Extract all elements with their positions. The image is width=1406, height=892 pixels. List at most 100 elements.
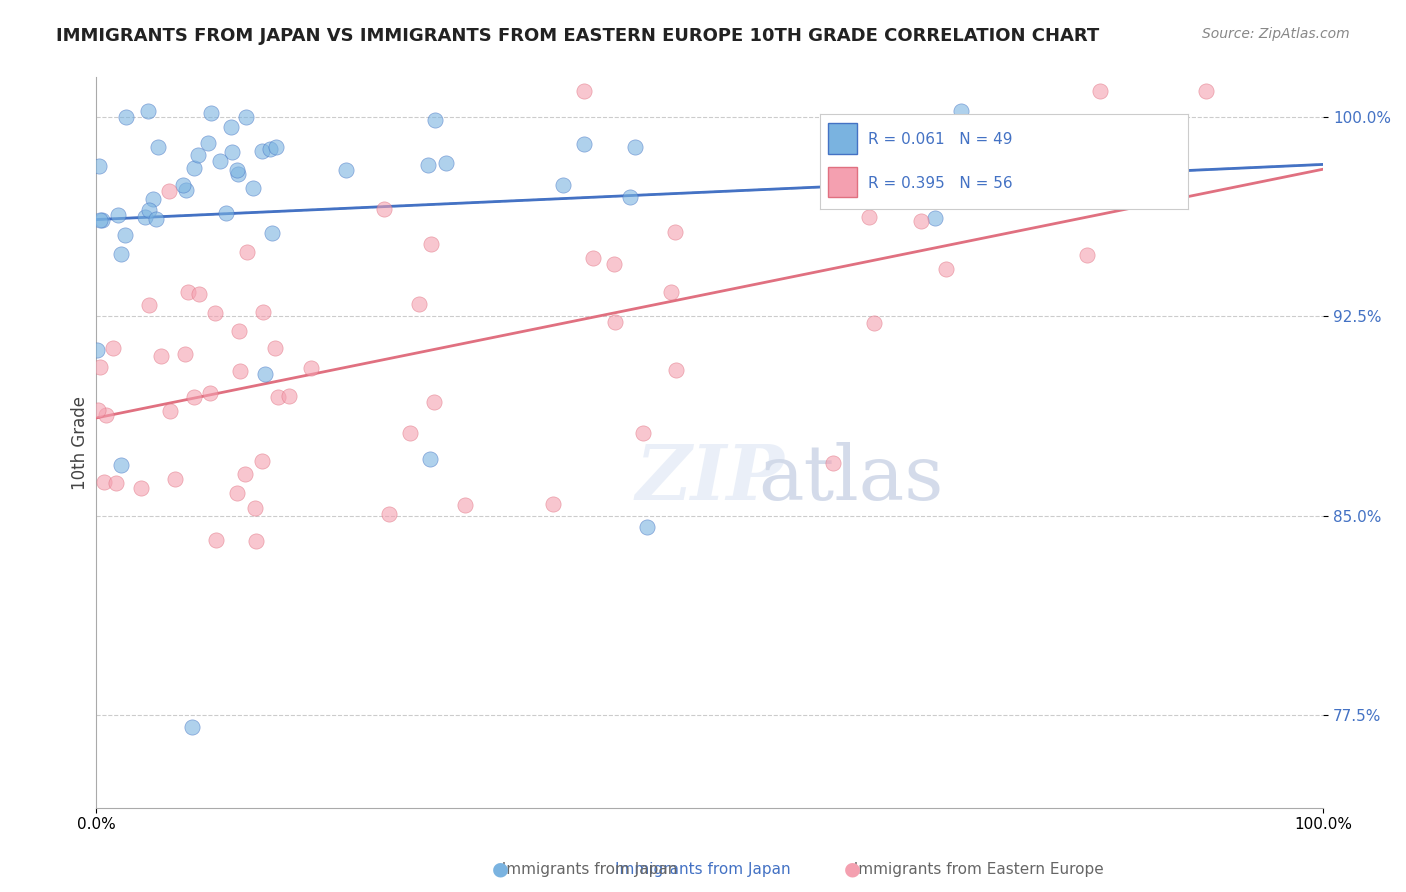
Point bbox=[204, 533, 226, 547]
Text: ●: ● bbox=[844, 859, 860, 878]
Point bbox=[264, 341, 287, 355]
Point bbox=[821, 456, 844, 470]
Point bbox=[259, 143, 281, 157]
Point bbox=[264, 140, 287, 154]
Point bbox=[114, 110, 136, 124]
Text: atlas: atlas bbox=[758, 442, 943, 516]
Point bbox=[250, 145, 273, 159]
Point bbox=[1076, 248, 1098, 262]
Point bbox=[924, 211, 946, 225]
Point bbox=[91, 213, 114, 227]
Point bbox=[146, 140, 169, 154]
Point bbox=[214, 206, 236, 220]
Point bbox=[200, 106, 222, 120]
Point bbox=[378, 507, 401, 521]
Point bbox=[1195, 84, 1218, 98]
Point bbox=[551, 178, 574, 193]
Point bbox=[252, 305, 274, 319]
Point bbox=[176, 285, 198, 299]
Text: Source: ZipAtlas.com: Source: ZipAtlas.com bbox=[1202, 27, 1350, 41]
Point bbox=[572, 136, 595, 151]
Point bbox=[183, 161, 205, 176]
Point bbox=[198, 386, 221, 401]
Point bbox=[419, 236, 441, 251]
Point bbox=[110, 247, 132, 261]
Text: ●: ● bbox=[492, 859, 509, 878]
Point bbox=[142, 192, 165, 206]
Text: IMMIGRANTS FROM JAPAN VS IMMIGRANTS FROM EASTERN EUROPE 10TH GRADE CORRELATION C: IMMIGRANTS FROM JAPAN VS IMMIGRANTS FROM… bbox=[56, 27, 1099, 45]
Y-axis label: 10th Grade: 10th Grade bbox=[72, 395, 89, 490]
Point bbox=[174, 347, 197, 361]
Point bbox=[174, 183, 197, 197]
Point bbox=[423, 394, 446, 409]
Point bbox=[233, 467, 256, 481]
Point bbox=[408, 296, 430, 310]
Point bbox=[858, 210, 880, 224]
Point bbox=[105, 476, 128, 491]
Point bbox=[138, 298, 160, 312]
Point bbox=[138, 202, 160, 217]
Point bbox=[197, 136, 219, 151]
Point bbox=[145, 212, 167, 227]
Point bbox=[665, 363, 688, 377]
Point bbox=[245, 534, 267, 549]
Point bbox=[250, 453, 273, 467]
Point bbox=[619, 190, 641, 204]
Point bbox=[299, 361, 322, 376]
Point bbox=[910, 214, 932, 228]
Point bbox=[226, 485, 249, 500]
Point bbox=[659, 285, 682, 299]
Point bbox=[89, 212, 111, 227]
Point bbox=[188, 287, 211, 301]
Point bbox=[242, 180, 264, 194]
Point bbox=[134, 210, 156, 224]
Point bbox=[243, 500, 266, 515]
Point bbox=[236, 245, 259, 260]
Point bbox=[226, 163, 249, 178]
Point bbox=[159, 404, 181, 418]
Point bbox=[172, 178, 194, 192]
Point bbox=[94, 408, 117, 422]
Point bbox=[157, 185, 180, 199]
Point bbox=[208, 153, 231, 168]
Point bbox=[623, 140, 645, 154]
Point bbox=[150, 349, 173, 363]
Point bbox=[419, 452, 441, 467]
Point bbox=[277, 389, 299, 403]
Point bbox=[89, 359, 111, 374]
Point bbox=[890, 128, 912, 143]
Point bbox=[543, 497, 565, 511]
Point bbox=[399, 426, 422, 441]
Point bbox=[114, 227, 136, 242]
Point bbox=[103, 341, 125, 355]
Point bbox=[1090, 84, 1112, 98]
Point bbox=[107, 208, 129, 222]
Point bbox=[952, 144, 974, 158]
Point bbox=[636, 520, 658, 534]
Point bbox=[219, 120, 242, 135]
Point bbox=[373, 202, 395, 216]
Point bbox=[574, 84, 596, 98]
Point bbox=[87, 402, 110, 417]
Point bbox=[228, 364, 250, 378]
Point bbox=[631, 426, 654, 441]
Point bbox=[935, 262, 957, 277]
Point bbox=[110, 458, 132, 472]
Point bbox=[454, 498, 477, 512]
Point bbox=[335, 163, 357, 178]
Point bbox=[423, 113, 446, 128]
Text: Immigrants from Japan: Immigrants from Japan bbox=[616, 863, 790, 877]
Point bbox=[603, 257, 626, 271]
Point bbox=[138, 103, 160, 118]
Point bbox=[183, 390, 205, 404]
Point bbox=[581, 251, 603, 265]
Point bbox=[204, 306, 226, 320]
Point bbox=[862, 316, 884, 330]
Point bbox=[266, 390, 288, 404]
Point bbox=[165, 472, 187, 486]
Point bbox=[181, 720, 204, 734]
Text: ZIP: ZIP bbox=[636, 442, 785, 516]
Point bbox=[254, 367, 277, 381]
Point bbox=[221, 145, 243, 160]
Point bbox=[434, 156, 457, 170]
